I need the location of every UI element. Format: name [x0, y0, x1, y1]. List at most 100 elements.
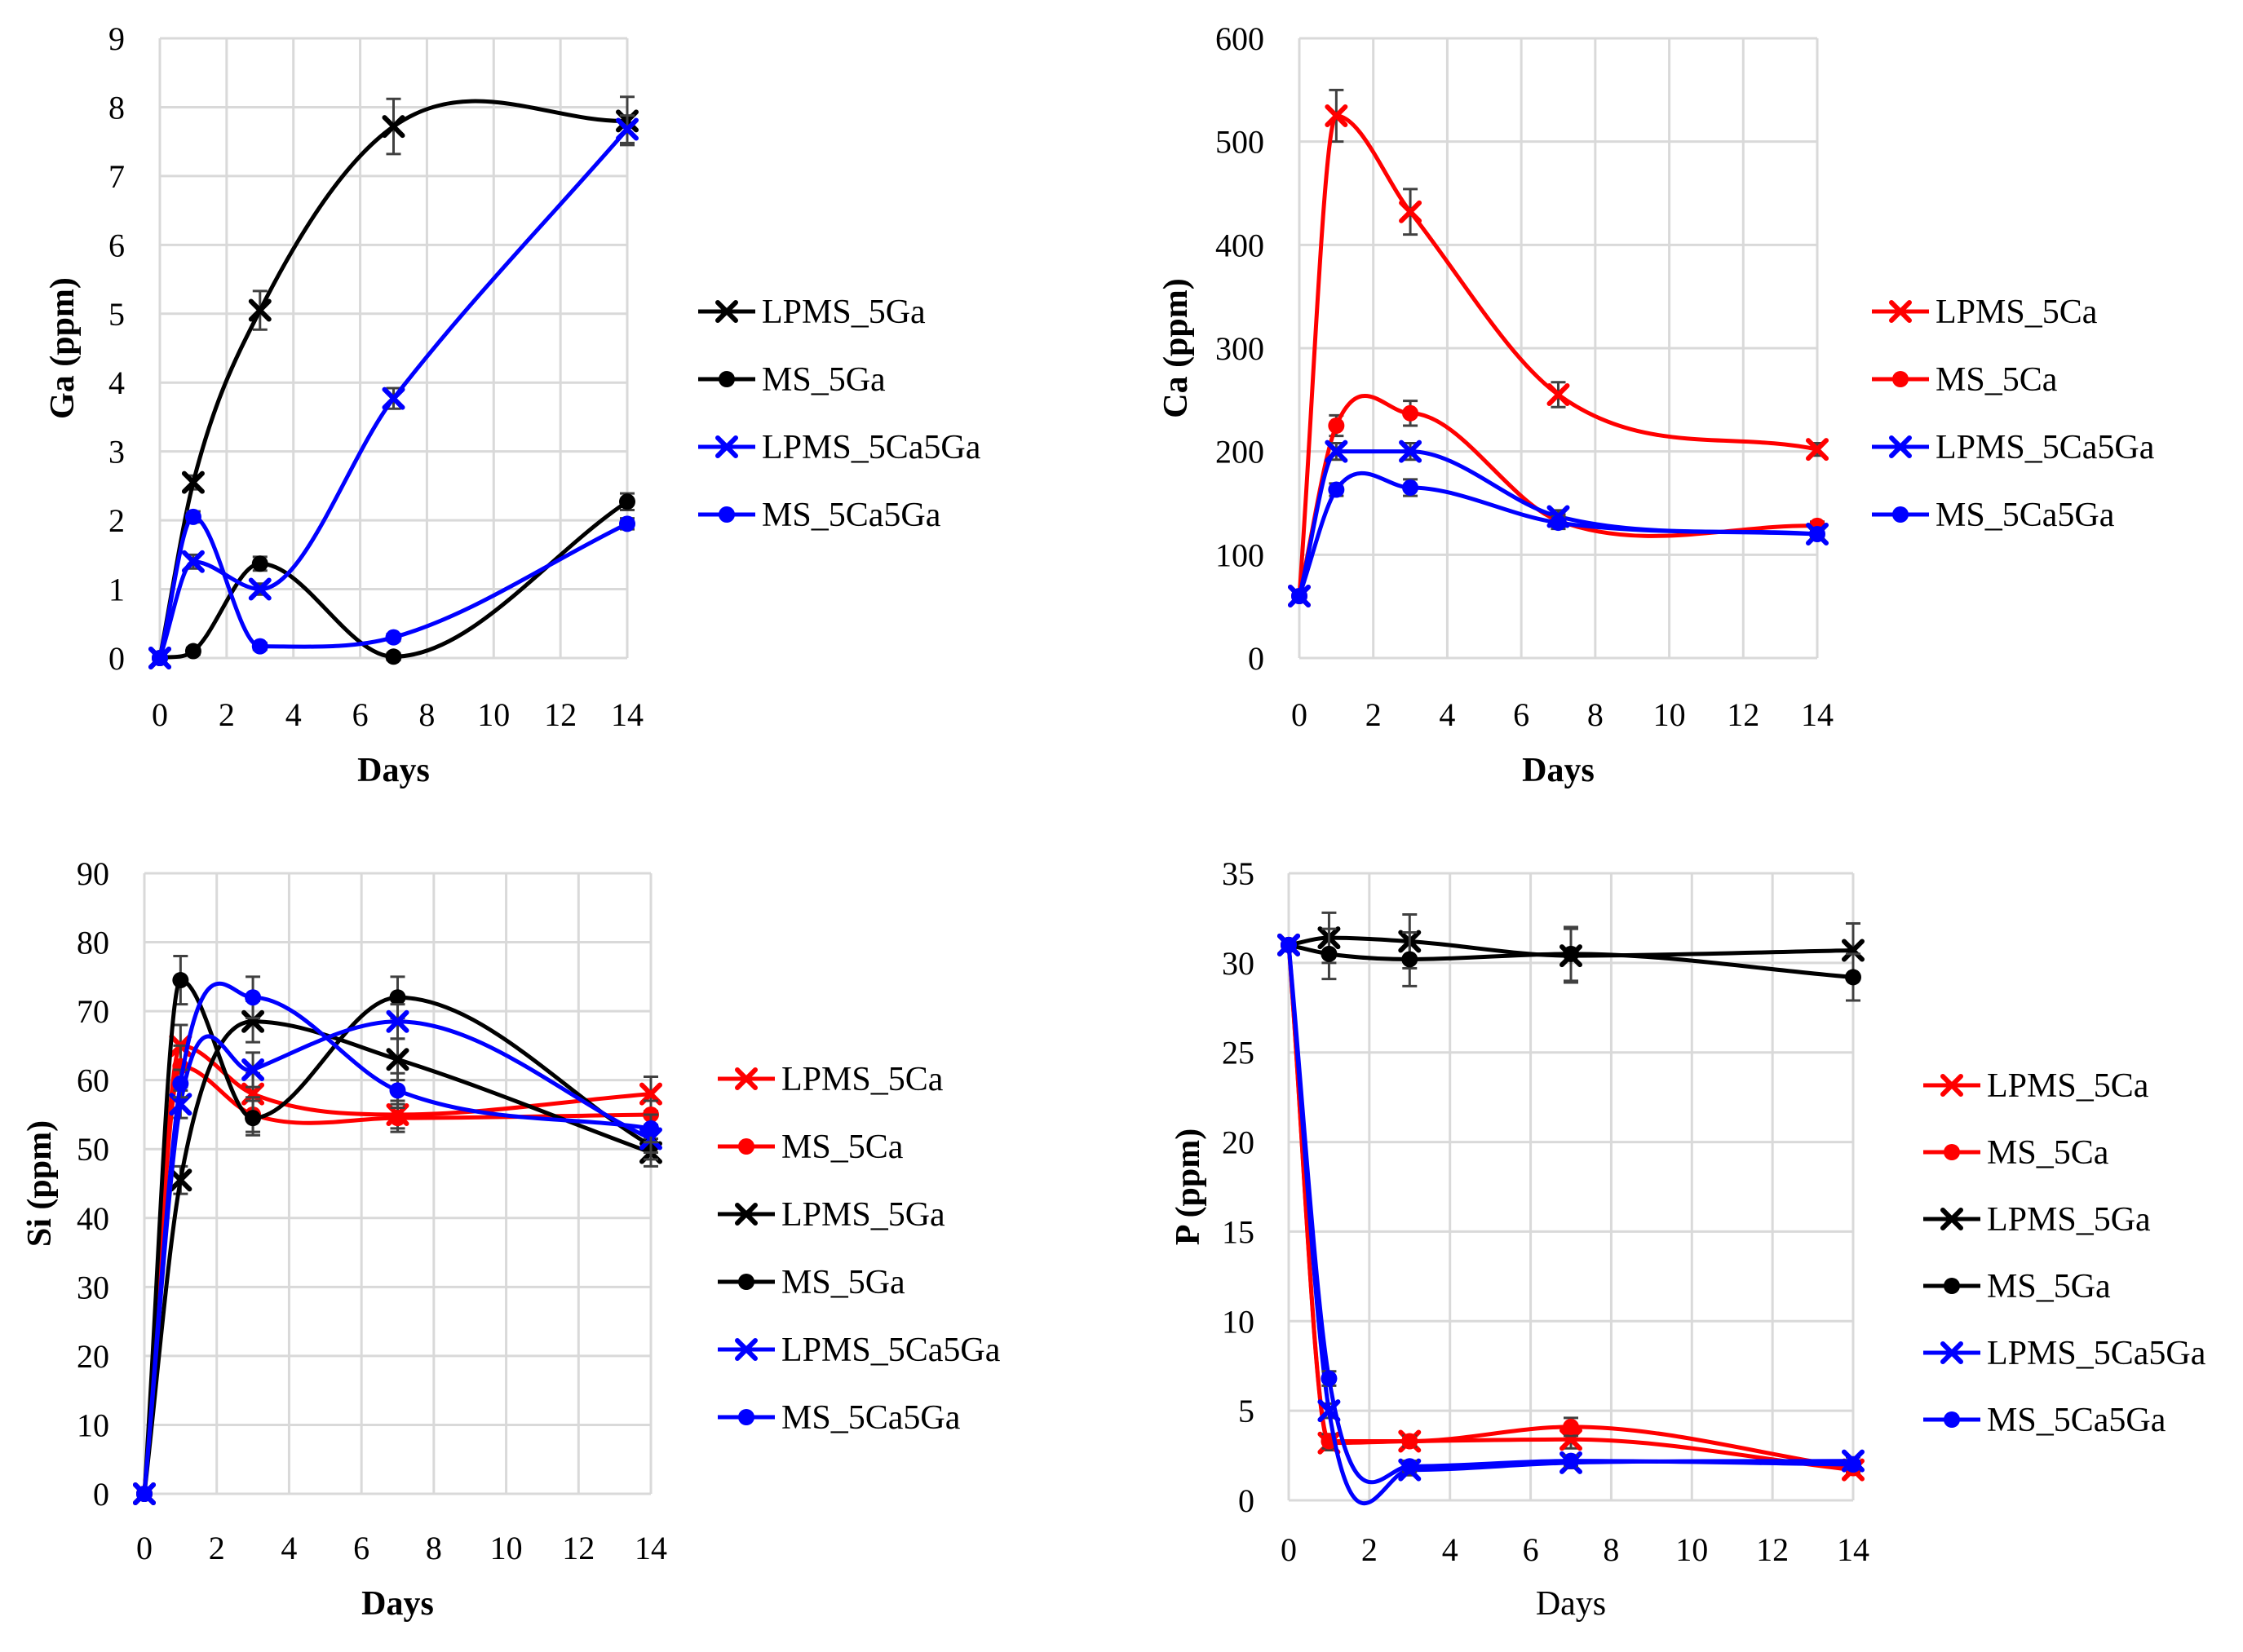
y-tick-label: 4: [108, 364, 125, 401]
x-tick-label: 12: [562, 1530, 595, 1566]
series-LPMS_5Ca5Ga: [148, 114, 639, 669]
data-point: [1546, 383, 1570, 406]
legend-item: MS_5Ca5Ga: [1872, 497, 2115, 534]
legend-item: MS_5Ga: [718, 1264, 905, 1301]
legend-label: MS_5Ca5Ga: [781, 1399, 961, 1437]
y-tick-label: 40: [77, 1200, 109, 1237]
y-tick-label: 300: [1215, 330, 1264, 367]
data-point: [389, 1082, 406, 1099]
x-tick-label: 2: [219, 696, 235, 733]
series-MS_5Ca: [1281, 936, 1861, 1477]
legend-label: MS_5Ga: [781, 1264, 905, 1301]
x-tick-label: 4: [281, 1530, 297, 1566]
x-tick-label: 10: [1675, 1531, 1708, 1568]
y-tick-label: 100: [1215, 537, 1264, 573]
y-axis-title: P (ppm): [1170, 1129, 1207, 1246]
legend-label: LPMS_5Ca: [1987, 1067, 2149, 1105]
data-point: [1321, 1370, 1338, 1387]
y-tick-label: 30: [1222, 945, 1254, 982]
y-tick-label: 6: [108, 227, 125, 263]
legend-label: LPMS_5Ca: [781, 1061, 944, 1098]
data-point: [1809, 526, 1825, 542]
legend-label: MS_5Ca: [1987, 1134, 2109, 1172]
data-point: [386, 1009, 409, 1033]
x-tick-label: 10: [477, 696, 510, 733]
legend-marker: [738, 1274, 754, 1290]
y-tick-label: 60: [77, 1062, 109, 1099]
x-tick-label: 14: [635, 1530, 667, 1566]
data-point: [382, 115, 405, 139]
data-point: [385, 629, 402, 646]
legend-marker: [735, 1203, 758, 1226]
data-point: [382, 386, 405, 410]
data-point: [1806, 438, 1829, 462]
x-tick-label: 2: [209, 1530, 225, 1566]
data-point: [1563, 1452, 1579, 1469]
legend-marker: [1940, 1208, 1963, 1230]
series-LPMS_5Ca: [1277, 933, 1865, 1482]
legend-item: LPMS_5Ca: [1872, 294, 2098, 331]
x-tick-label: 4: [1442, 1531, 1458, 1568]
y-axis-title: Ca (ppm): [1157, 278, 1195, 418]
legend-item: MS_5Ca: [1923, 1134, 2109, 1172]
y-axis-title: Ga (ppm): [44, 277, 82, 419]
data-point: [169, 1168, 192, 1192]
legend-label: MS_5Ca5Ga: [1987, 1402, 2166, 1439]
data-point: [1845, 1456, 1861, 1473]
legend-item: MS_5Ca5Ga: [1923, 1402, 2166, 1439]
y-tick-label: 8: [108, 89, 125, 126]
legend-marker: [715, 300, 738, 323]
x-tick-label: 8: [418, 696, 435, 733]
y-tick-label: 20: [1222, 1124, 1254, 1161]
legend-item: MS_5Ga: [698, 361, 886, 399]
x-tick-label: 8: [1603, 1531, 1619, 1568]
x-tick-label: 2: [1361, 1531, 1378, 1568]
x-tick-label: 12: [1727, 696, 1759, 733]
chart-si: 0 10 20 30 40 50 60 70 80 90 0 2 4 6 8 10 12 14 Days Si (pp…: [21, 855, 1001, 1623]
legend-marker: [719, 506, 735, 523]
legend-marker: [1892, 506, 1909, 523]
data-point: [1281, 936, 1297, 953]
data-point: [385, 648, 402, 665]
x-tick-label: 12: [1756, 1531, 1789, 1568]
x-tick-label: 14: [611, 696, 644, 733]
y-tick-label: 50: [77, 1131, 109, 1168]
data-point: [184, 643, 201, 660]
x-tick-label: 10: [1653, 696, 1686, 733]
data-point: [181, 470, 205, 494]
y-tick-label: 25: [1222, 1035, 1254, 1071]
y-tick-label: 10: [1222, 1303, 1254, 1340]
y-axis-title: Si (ppm): [21, 1120, 59, 1247]
legend-marker: [1944, 1278, 1960, 1294]
series-line: [1286, 944, 1854, 1470]
data-point: [241, 1009, 265, 1033]
x-tick-label: 6: [353, 1530, 369, 1566]
legend-label: LPMS_5Ca5Ga: [781, 1332, 1001, 1369]
x-tick-label: 0: [1281, 1531, 1297, 1568]
legend-label: LPMS_5Ga: [781, 1196, 945, 1234]
x-axis-title: Days: [361, 1585, 434, 1623]
y-tick-label: 400: [1215, 227, 1264, 263]
data-point: [389, 989, 406, 1006]
y-tick-label: 10: [77, 1407, 109, 1443]
x-tick-label: 0: [1291, 696, 1307, 733]
data-point: [1401, 1458, 1418, 1475]
data-point: [619, 493, 635, 510]
legend-marker: [735, 1338, 758, 1361]
y-tick-label: 5: [108, 296, 125, 333]
data-point: [1321, 945, 1338, 962]
series-LPMS_5Ca: [1288, 88, 1829, 607]
legend-item: LPMS_5Ca5Ga: [718, 1332, 1001, 1369]
legend-marker: [738, 1138, 754, 1155]
x-tick-label: 8: [426, 1530, 442, 1566]
y-tick-label: 70: [77, 993, 109, 1030]
data-point: [1550, 515, 1567, 532]
data-point: [619, 515, 635, 532]
data-point: [643, 1120, 659, 1137]
legend-item: MS_5Ca: [1872, 361, 2058, 399]
data-point: [241, 1058, 265, 1081]
series-MS_5Ga: [1281, 925, 1861, 1002]
data-point: [248, 298, 272, 322]
y-tick-label: 35: [1222, 855, 1254, 892]
y-tick-label: 0: [1238, 1482, 1254, 1519]
